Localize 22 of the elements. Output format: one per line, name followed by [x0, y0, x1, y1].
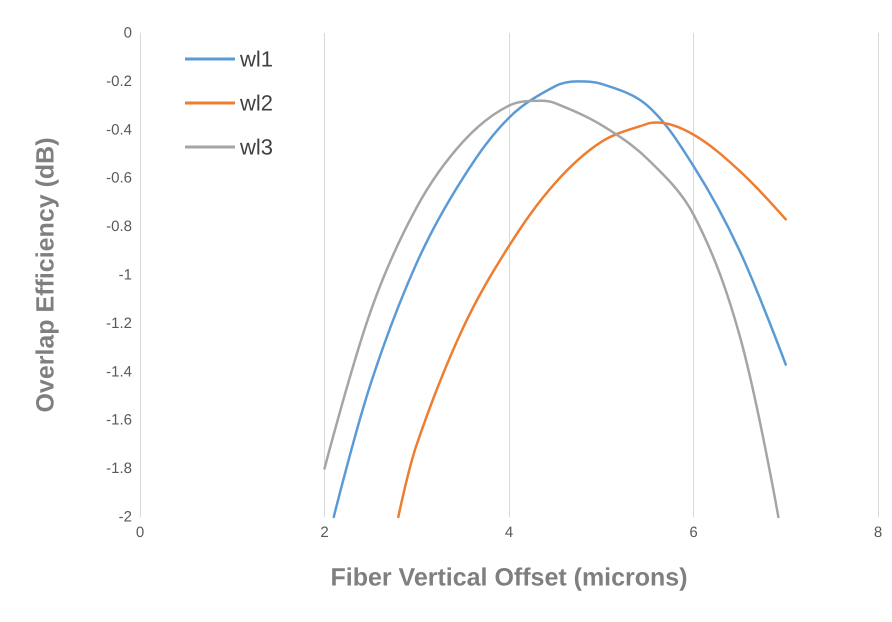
y-tick-label: -0.8: [106, 218, 132, 236]
y-axis-title: Overlap Efficiency (dB): [32, 137, 60, 413]
y-tick-label: 0: [124, 24, 132, 42]
y-tick-label: -1: [118, 266, 132, 284]
y-tick-label: -1.6: [106, 412, 132, 429]
x-tick-label: 8: [874, 524, 882, 541]
x-tick-label: 0: [136, 524, 144, 541]
y-tick-label: -1.8: [106, 460, 132, 478]
y-tick-label: -2: [118, 508, 132, 526]
legend-label: wl2: [239, 90, 274, 116]
x-axis-title: Fiber Vertical Offset (microns): [330, 564, 688, 592]
y-tick-label: -0.4: [106, 121, 132, 138]
legend-label: wl1: [239, 46, 274, 72]
line-series: [397, 121, 787, 518]
x-tick-label: 4: [504, 524, 514, 541]
y-tick-label: -1.2: [106, 314, 132, 332]
x-tick-label: 2: [320, 524, 329, 541]
legend-label: wl3: [239, 134, 274, 160]
y-tick-label: -0.2: [106, 72, 132, 90]
y-tick-label: -0.6: [106, 170, 132, 187]
x-tick-label: 6: [689, 524, 698, 541]
y-tick-label: -1.4: [106, 363, 132, 380]
